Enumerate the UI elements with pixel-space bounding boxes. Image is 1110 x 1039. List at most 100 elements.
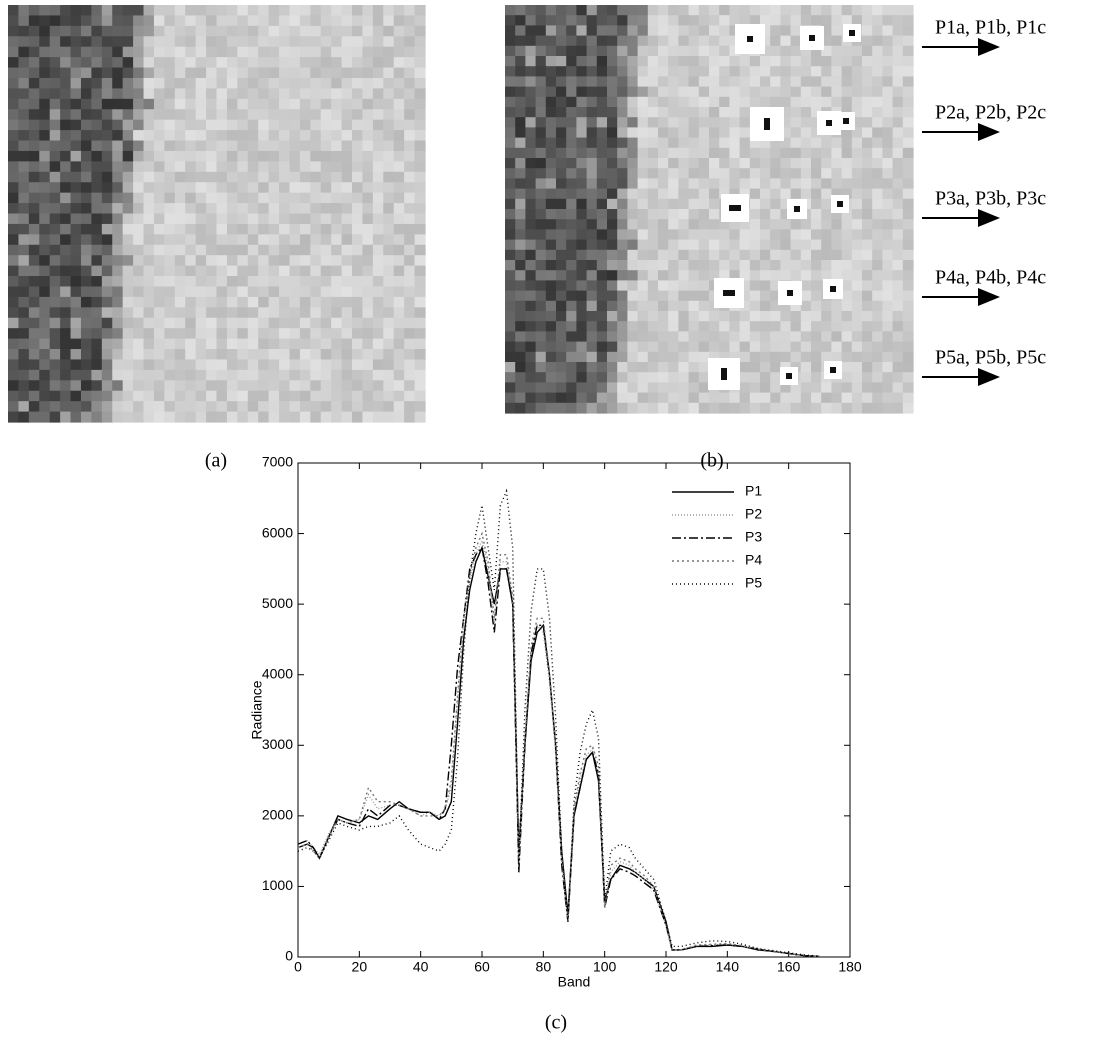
pixel	[617, 219, 628, 230]
pixel	[133, 193, 144, 204]
pixel	[811, 158, 822, 169]
pixel	[50, 130, 61, 141]
pixel	[811, 76, 822, 87]
pixel	[760, 270, 771, 281]
pixel	[903, 352, 914, 363]
pixel	[39, 141, 50, 152]
pixel	[903, 117, 914, 128]
pixel	[217, 214, 228, 225]
pixel	[515, 301, 526, 312]
pixel	[576, 25, 587, 36]
pixel	[269, 99, 280, 110]
pixel	[196, 349, 207, 360]
pixel	[699, 66, 710, 77]
pixel	[831, 260, 842, 271]
pixel	[842, 178, 853, 189]
pixel	[310, 318, 321, 329]
pixel	[699, 87, 710, 98]
pixel	[373, 109, 384, 120]
pixel	[862, 321, 873, 332]
pixel	[566, 15, 577, 26]
pixel	[217, 318, 228, 329]
pixel	[750, 178, 761, 189]
pixel	[719, 46, 730, 57]
pixel	[638, 260, 649, 271]
pixel	[658, 393, 669, 404]
pixel	[394, 401, 405, 412]
arrow-head	[978, 38, 1000, 56]
pixel	[678, 250, 689, 261]
pixel	[331, 88, 342, 99]
pixel	[60, 370, 71, 381]
pixel	[164, 234, 175, 245]
marker-dot	[830, 367, 836, 373]
pixel	[525, 199, 536, 210]
pixel	[597, 219, 608, 230]
pixel	[404, 57, 415, 68]
pixel	[536, 240, 547, 251]
pixel	[227, 214, 238, 225]
x-tick-label: 160	[777, 959, 801, 975]
pixel	[862, 403, 873, 414]
pixel	[801, 270, 812, 281]
pixel	[627, 66, 638, 77]
pixel	[648, 321, 659, 332]
pixel	[227, 120, 238, 131]
pixel	[556, 97, 567, 108]
pixel	[811, 291, 822, 302]
pixel	[175, 88, 186, 99]
pixel	[269, 359, 280, 370]
pixel	[394, 5, 405, 16]
pixel	[678, 260, 689, 271]
pixel	[310, 380, 321, 391]
pixel	[81, 141, 92, 152]
pixel	[831, 15, 842, 26]
pixel	[515, 15, 526, 26]
pixel	[415, 318, 426, 329]
pixel	[164, 214, 175, 225]
pixel	[515, 260, 526, 271]
pixel	[852, 403, 863, 414]
pixel	[689, 117, 700, 128]
x-tick-label: 20	[352, 959, 368, 975]
pixel	[668, 97, 679, 108]
pixel	[112, 120, 123, 131]
pixel	[648, 138, 659, 149]
pixel	[175, 339, 186, 350]
pixel	[227, 349, 238, 360]
pixel	[566, 168, 577, 179]
pixel	[362, 5, 373, 16]
pixel	[648, 199, 659, 210]
pixel	[627, 291, 638, 302]
pixel	[279, 182, 290, 193]
pixel	[811, 352, 822, 363]
pixel	[258, 370, 269, 381]
pixel	[50, 78, 61, 89]
pixel	[760, 331, 771, 342]
pixel	[383, 255, 394, 266]
pixel	[668, 76, 679, 87]
pixel	[394, 224, 405, 235]
pixel	[321, 339, 332, 350]
pixel	[39, 68, 50, 79]
pixel	[289, 214, 300, 225]
pixel	[525, 46, 536, 57]
pixel	[515, 56, 526, 67]
pixel	[300, 161, 311, 172]
pixel	[638, 219, 649, 230]
pixel	[668, 15, 679, 26]
pixel	[505, 158, 516, 169]
pixel	[8, 349, 19, 360]
pixel	[536, 311, 547, 322]
panel-label: (c)	[545, 1012, 567, 1034]
pixel	[258, 15, 269, 26]
pixel	[321, 68, 332, 79]
pixel	[383, 276, 394, 287]
pixel	[394, 15, 405, 26]
pixel	[617, 148, 628, 159]
pixel	[587, 168, 598, 179]
pixel	[648, 209, 659, 220]
pixel	[383, 57, 394, 68]
pixel	[310, 182, 321, 193]
pixel	[668, 219, 679, 230]
